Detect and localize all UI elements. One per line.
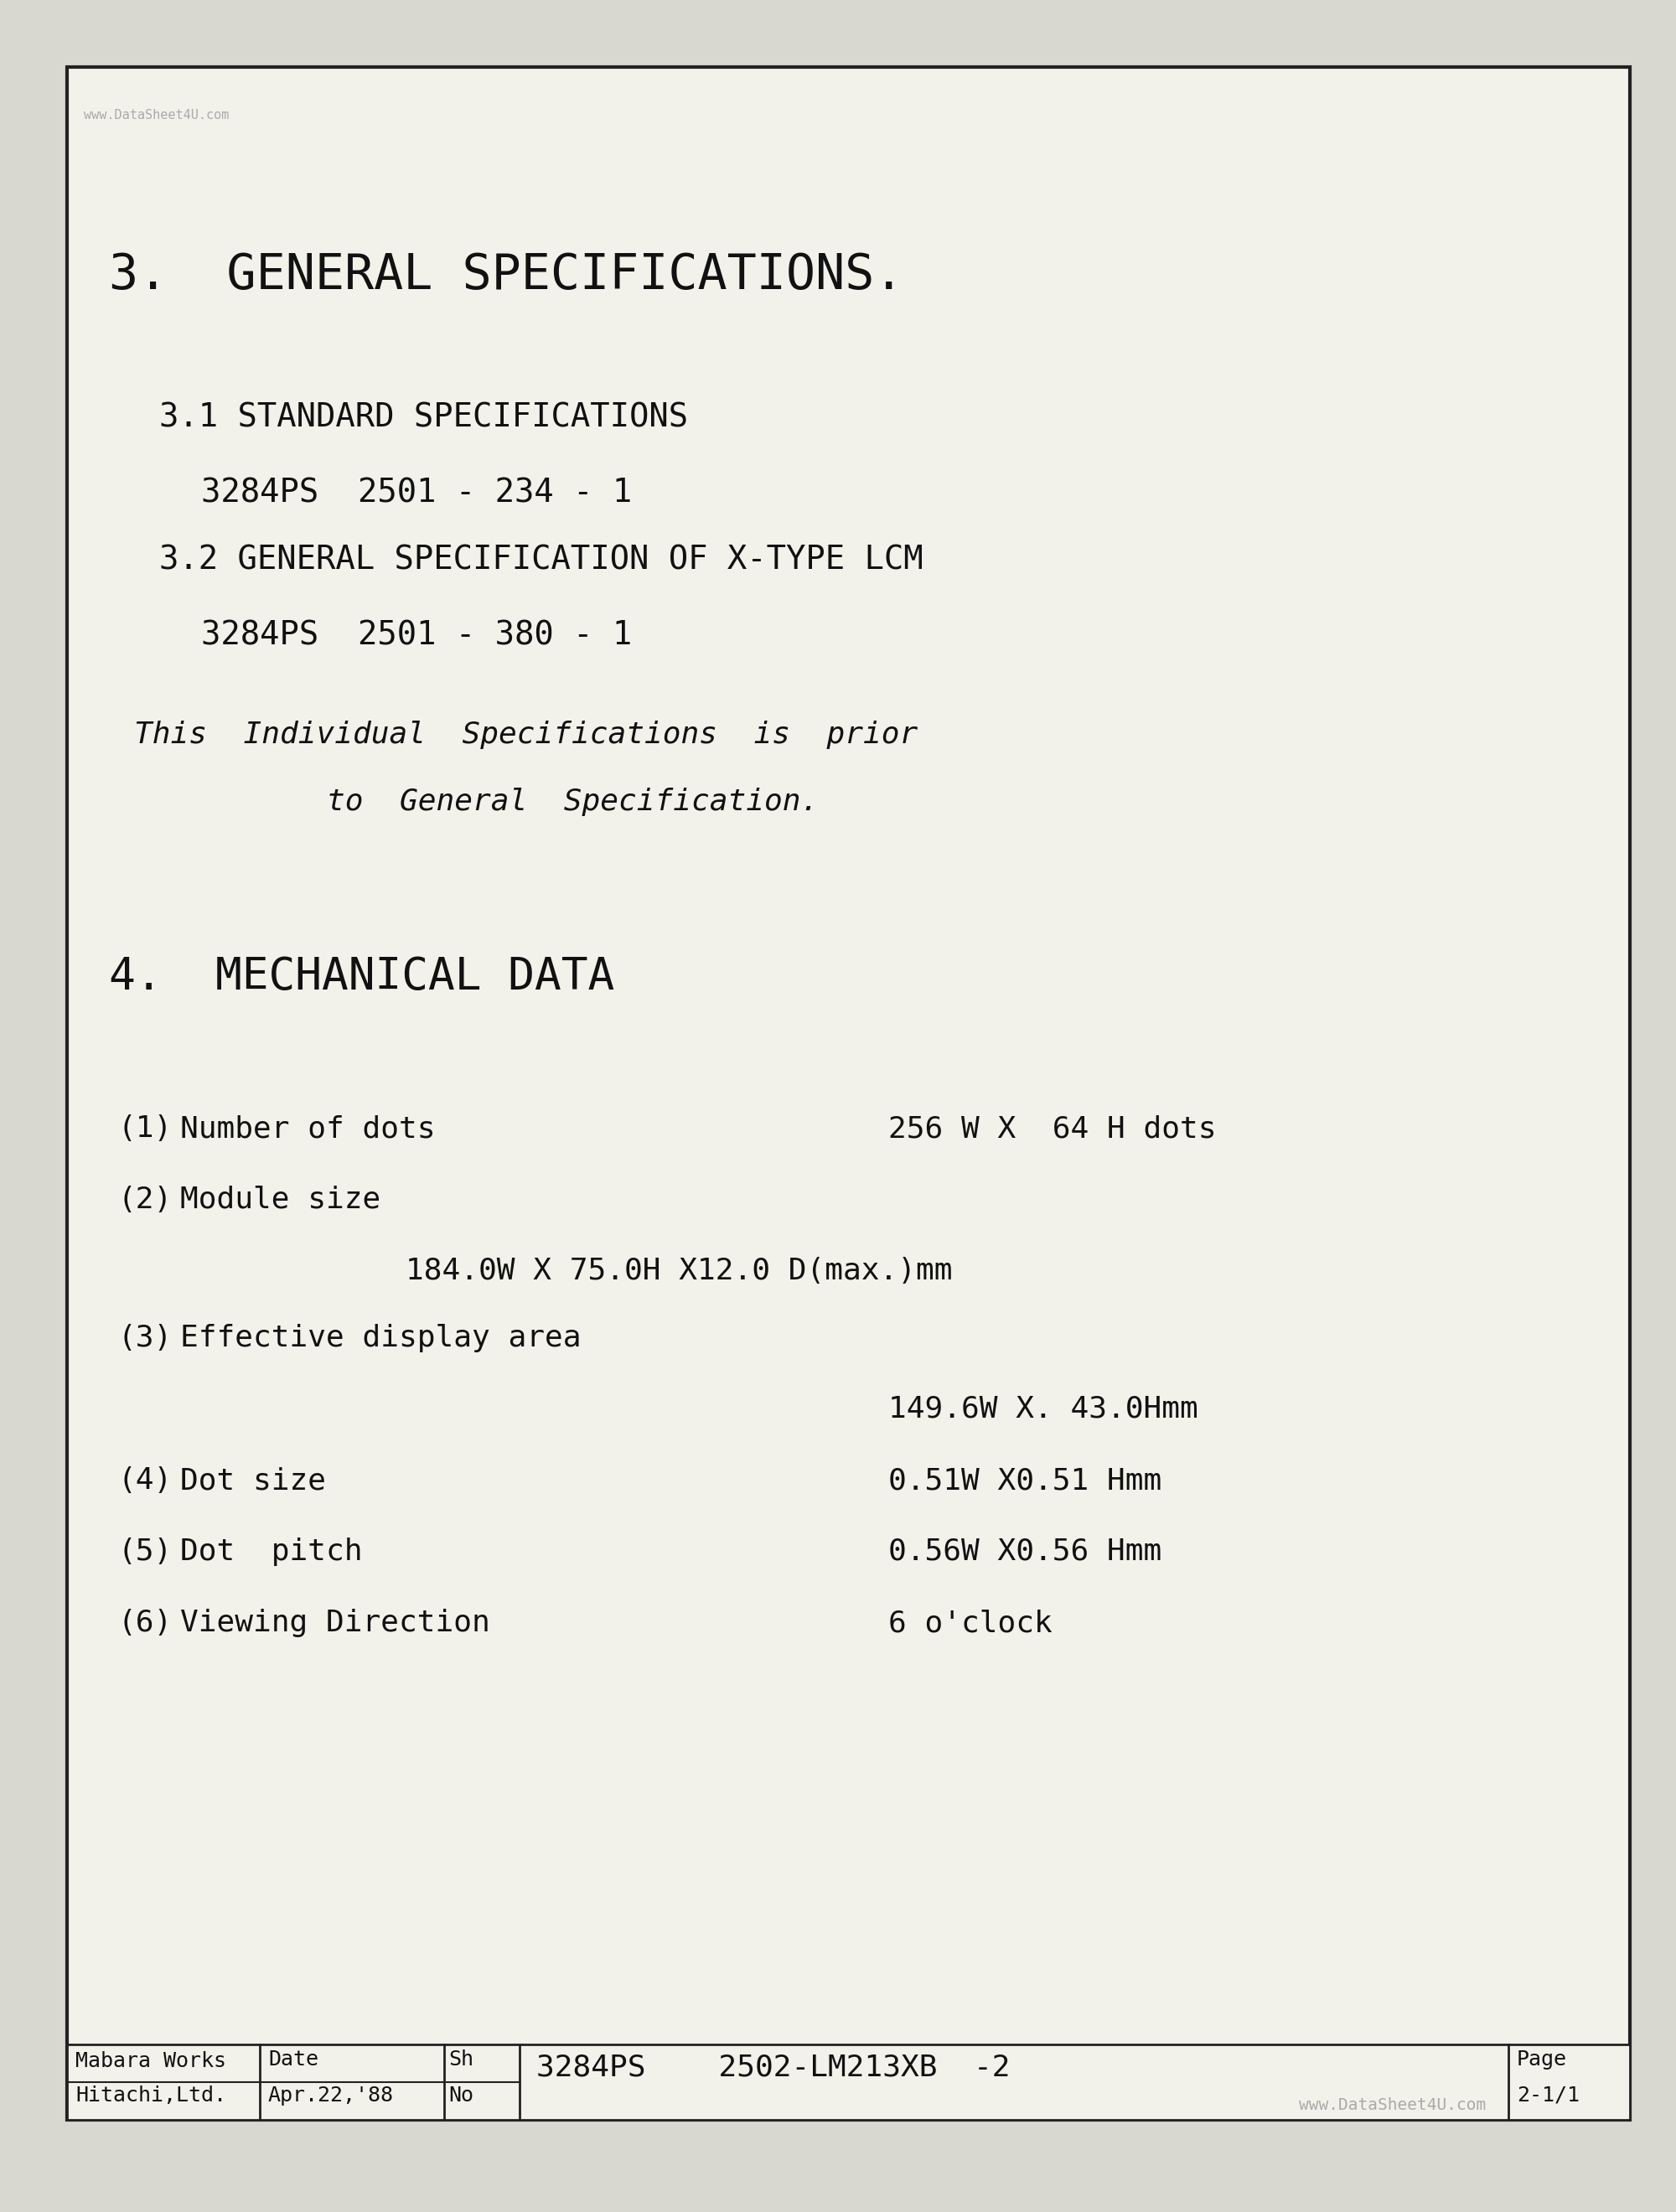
- Text: Date: Date: [268, 2051, 318, 2070]
- Text: www.DataSheet4U.com: www.DataSheet4U.com: [84, 108, 230, 122]
- Text: Viewing Direction: Viewing Direction: [181, 1608, 489, 1637]
- Text: 2-1/1: 2-1/1: [1517, 2086, 1579, 2106]
- Text: Hitachi,Ltd.: Hitachi,Ltd.: [75, 2086, 226, 2106]
- Text: Number of dots: Number of dots: [181, 1115, 436, 1144]
- Text: 3284PS  2501 - 234 - 1: 3284PS 2501 - 234 - 1: [201, 478, 632, 509]
- Text: Page: Page: [1517, 2051, 1567, 2070]
- Text: 0.56W X0.56 Hmm: 0.56W X0.56 Hmm: [888, 1537, 1161, 1566]
- Text: 3284PS  2501 - 380 - 1: 3284PS 2501 - 380 - 1: [201, 619, 632, 653]
- Text: Module size: Module size: [181, 1186, 380, 1214]
- Text: No: No: [449, 2086, 474, 2106]
- Text: 184.0W X 75.0H X12.0 D(max.)mm: 184.0W X 75.0H X12.0 D(max.)mm: [260, 1256, 952, 1285]
- Text: (6): (6): [117, 1608, 173, 1637]
- Text: www.DataSheet4U.com: www.DataSheet4U.com: [1299, 2097, 1487, 2112]
- Text: (3): (3): [117, 1323, 173, 1352]
- Text: Effective display area: Effective display area: [181, 1323, 582, 1352]
- Text: 4.  MECHANICAL DATA: 4. MECHANICAL DATA: [109, 956, 615, 1000]
- Text: 6 o'clock: 6 o'clock: [888, 1608, 1053, 1637]
- Text: (5): (5): [117, 1537, 173, 1566]
- Bar: [67, 2044, 1629, 2119]
- Text: 256 W X  64 H dots: 256 W X 64 H dots: [888, 1115, 1217, 1144]
- Text: Sh: Sh: [449, 2051, 474, 2070]
- Text: This  Individual  Specifications  is  prior: This Individual Specifications is prior: [134, 721, 918, 750]
- Text: 149.6W X. 43.0Hmm: 149.6W X. 43.0Hmm: [888, 1396, 1198, 1425]
- Text: 3.2 GENERAL SPECIFICATION OF X-TYPE LCM: 3.2 GENERAL SPECIFICATION OF X-TYPE LCM: [159, 544, 923, 577]
- Text: (4): (4): [117, 1467, 173, 1495]
- Text: (2): (2): [117, 1186, 173, 1214]
- Text: 3.1 STANDARD SPECIFICATIONS: 3.1 STANDARD SPECIFICATIONS: [159, 403, 689, 434]
- Text: Dot  pitch: Dot pitch: [181, 1537, 362, 1566]
- Text: Mabara Works: Mabara Works: [75, 2051, 226, 2070]
- Text: 0.51W X0.51 Hmm: 0.51W X0.51 Hmm: [888, 1467, 1161, 1495]
- Text: 3.  GENERAL SPECIFICATIONS.: 3. GENERAL SPECIFICATIONS.: [109, 252, 903, 299]
- Text: Apr.22,'88: Apr.22,'88: [268, 2086, 394, 2106]
- Text: Dot size: Dot size: [181, 1467, 325, 1495]
- Text: (1): (1): [117, 1115, 173, 1144]
- Text: to  General  Specification.: to General Specification.: [327, 787, 820, 816]
- Text: 3284PS    2502-LM213XB  -2: 3284PS 2502-LM213XB -2: [536, 2053, 1011, 2081]
